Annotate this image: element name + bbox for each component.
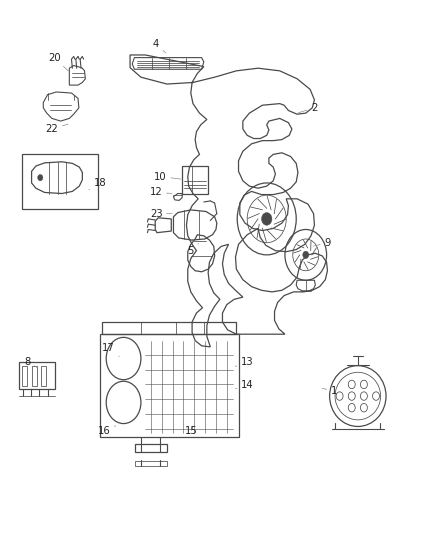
Text: 22: 22 — [46, 124, 68, 134]
Bar — [135, 443, 166, 451]
Text: 1: 1 — [322, 386, 337, 396]
Text: 9: 9 — [314, 238, 331, 248]
Bar — [32, 366, 37, 386]
Text: 18: 18 — [89, 178, 106, 190]
Circle shape — [38, 174, 43, 181]
Bar — [22, 366, 27, 386]
Text: 12: 12 — [150, 188, 172, 197]
Text: 5: 5 — [187, 244, 198, 256]
Text: 17: 17 — [102, 343, 119, 357]
Bar — [135, 461, 166, 466]
Text: 14: 14 — [236, 381, 254, 391]
Bar — [182, 166, 208, 193]
Text: 23: 23 — [150, 208, 172, 219]
Text: 16: 16 — [98, 426, 116, 437]
Text: 13: 13 — [236, 357, 254, 367]
Bar — [21, 154, 98, 209]
Circle shape — [261, 213, 272, 225]
Circle shape — [303, 251, 309, 259]
Bar — [102, 322, 237, 334]
Bar — [18, 362, 56, 389]
Text: 15: 15 — [184, 426, 197, 437]
Text: 2: 2 — [298, 103, 318, 113]
Text: 8: 8 — [24, 357, 38, 368]
Text: 4: 4 — [153, 39, 166, 53]
Text: 20: 20 — [48, 53, 68, 71]
Bar — [41, 366, 46, 386]
Bar — [100, 334, 239, 437]
Text: 10: 10 — [154, 172, 181, 182]
